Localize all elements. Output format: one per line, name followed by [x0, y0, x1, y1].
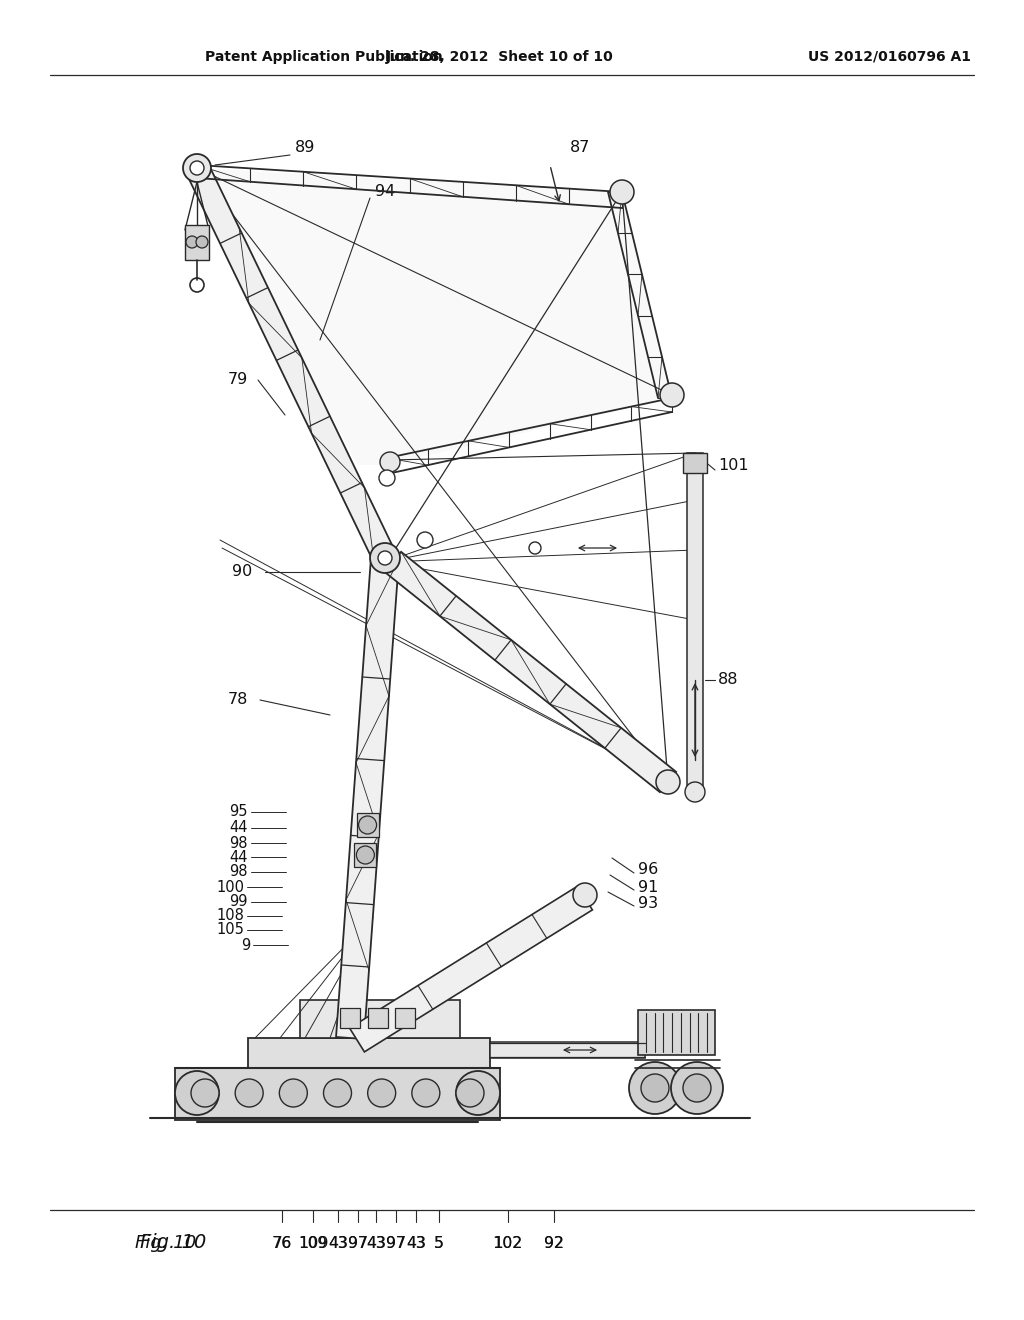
Circle shape	[629, 1063, 681, 1114]
Circle shape	[186, 236, 198, 248]
Circle shape	[456, 1078, 484, 1107]
Circle shape	[368, 1078, 395, 1107]
Circle shape	[190, 161, 204, 176]
Circle shape	[641, 1074, 669, 1102]
Polygon shape	[368, 1008, 388, 1028]
Text: Fig. 10: Fig. 10	[140, 1233, 206, 1253]
Circle shape	[378, 550, 392, 565]
Text: 43: 43	[329, 1236, 348, 1250]
Polygon shape	[683, 453, 707, 473]
Text: 105: 105	[216, 923, 244, 937]
Polygon shape	[336, 557, 399, 1039]
Text: 78: 78	[227, 693, 248, 708]
Circle shape	[656, 770, 680, 795]
Polygon shape	[490, 1041, 645, 1059]
Text: 92: 92	[544, 1236, 564, 1250]
Text: 108: 108	[216, 908, 244, 924]
Circle shape	[610, 180, 634, 205]
Circle shape	[671, 1063, 723, 1114]
Circle shape	[191, 1078, 219, 1107]
Circle shape	[175, 1071, 219, 1115]
Text: 102: 102	[493, 1236, 523, 1250]
Polygon shape	[175, 1068, 500, 1119]
Text: 5: 5	[434, 1236, 444, 1250]
Text: Patent Application Publication: Patent Application Publication	[205, 50, 442, 63]
Text: 89: 89	[295, 140, 315, 156]
Polygon shape	[349, 886, 593, 1052]
Text: 87: 87	[569, 140, 590, 156]
Circle shape	[324, 1078, 351, 1107]
Polygon shape	[638, 1010, 715, 1055]
Text: 76: 76	[272, 1236, 292, 1250]
Circle shape	[412, 1078, 440, 1107]
Text: 97: 97	[348, 1236, 368, 1250]
Circle shape	[370, 543, 400, 573]
Text: 96: 96	[638, 862, 658, 878]
Text: US 2012/0160796 A1: US 2012/0160796 A1	[809, 50, 972, 63]
Text: 95: 95	[229, 804, 248, 820]
Polygon shape	[300, 1001, 460, 1038]
Text: 76: 76	[272, 1236, 292, 1250]
Polygon shape	[354, 843, 377, 867]
Text: 90: 90	[231, 565, 252, 579]
Text: 97: 97	[348, 1236, 368, 1250]
Polygon shape	[248, 1038, 490, 1068]
Text: 93: 93	[638, 895, 658, 911]
Text: 109: 109	[299, 1236, 328, 1250]
Text: 109: 109	[298, 1236, 329, 1250]
Text: 43: 43	[407, 1236, 426, 1250]
Text: 97: 97	[386, 1236, 407, 1250]
Text: 88: 88	[718, 672, 738, 688]
Polygon shape	[197, 168, 672, 465]
Polygon shape	[395, 1008, 415, 1028]
Text: 44: 44	[229, 850, 248, 865]
Polygon shape	[356, 813, 379, 837]
Polygon shape	[687, 453, 703, 792]
Text: 92: 92	[545, 1236, 563, 1250]
Polygon shape	[185, 224, 209, 260]
Circle shape	[685, 781, 705, 803]
Circle shape	[417, 532, 433, 548]
Text: 43: 43	[367, 1236, 386, 1250]
Polygon shape	[340, 1008, 360, 1028]
Circle shape	[573, 883, 597, 907]
Circle shape	[660, 383, 684, 407]
Polygon shape	[385, 552, 676, 792]
Text: 94: 94	[375, 185, 395, 199]
Text: Jun. 28, 2012  Sheet 10 of 10: Jun. 28, 2012 Sheet 10 of 10	[386, 50, 613, 63]
Text: 43: 43	[328, 1236, 348, 1250]
Text: 44: 44	[229, 821, 248, 836]
Text: Fig. 10: Fig. 10	[135, 1234, 197, 1251]
Circle shape	[380, 451, 400, 473]
Text: 43: 43	[406, 1236, 426, 1250]
Circle shape	[196, 236, 208, 248]
Circle shape	[456, 1071, 500, 1115]
Circle shape	[358, 816, 377, 834]
Text: 43: 43	[366, 1236, 386, 1250]
Polygon shape	[186, 162, 396, 564]
Text: 98: 98	[229, 836, 248, 850]
Text: 98: 98	[229, 865, 248, 879]
Text: 97: 97	[386, 1236, 406, 1250]
Circle shape	[683, 1074, 711, 1102]
Text: 99: 99	[229, 895, 248, 909]
Text: 5: 5	[434, 1236, 443, 1250]
Circle shape	[280, 1078, 307, 1107]
Circle shape	[183, 154, 211, 182]
Text: 100: 100	[216, 879, 244, 895]
Circle shape	[236, 1078, 263, 1107]
Text: 91: 91	[638, 879, 658, 895]
Text: 9: 9	[241, 937, 250, 953]
Text: 79: 79	[227, 372, 248, 388]
Circle shape	[356, 846, 375, 865]
Circle shape	[379, 470, 395, 486]
Text: 101: 101	[718, 458, 749, 473]
Text: 102: 102	[494, 1236, 522, 1250]
